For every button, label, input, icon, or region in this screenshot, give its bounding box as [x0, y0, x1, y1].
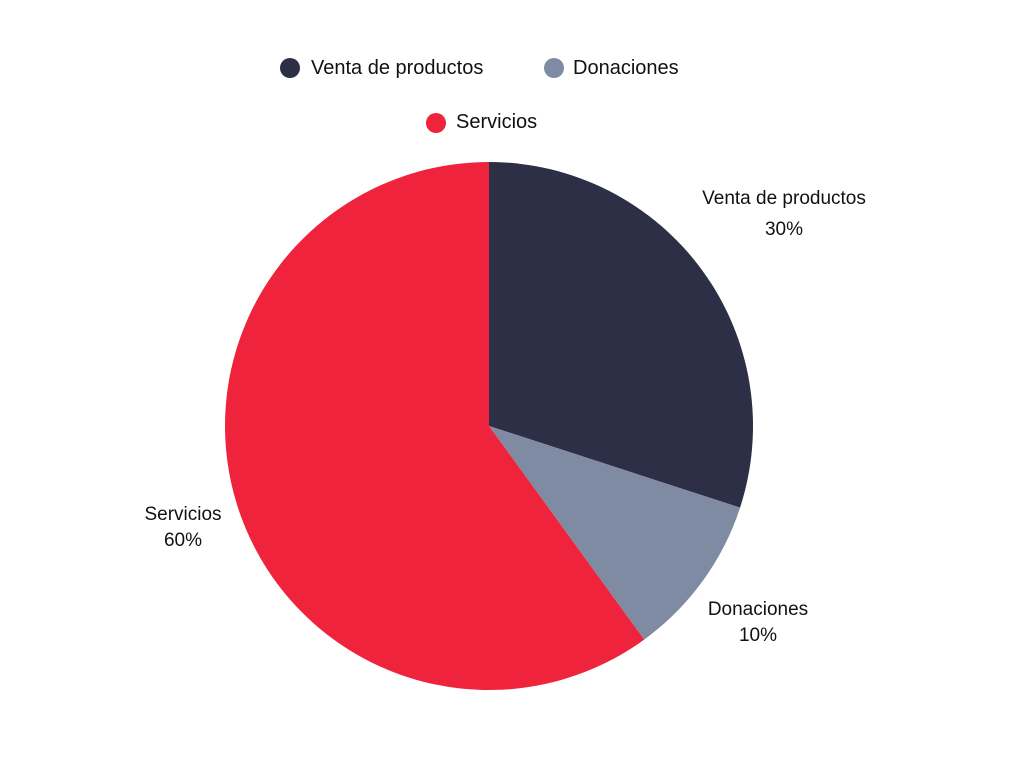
legend-label-venta-de-productos: Venta de productos: [311, 57, 483, 79]
slice-label-value-venta-de-productos: 30%: [765, 219, 803, 240]
slice-label-name-servicios: Servicios: [144, 504, 221, 525]
slice-label-name-venta-de-productos: Venta de productos: [702, 188, 866, 209]
pie-slice-servicios[interactable]: [225, 162, 645, 690]
pie-slice-venta-de-productos[interactable]: [489, 161, 754, 508]
legend-label-donaciones: Donaciones: [573, 57, 679, 79]
legend-marker-servicios: [426, 113, 446, 133]
pie-slices: [225, 161, 754, 690]
legend-item-donaciones[interactable]: Donaciones: [544, 57, 679, 79]
slice-labels: Venta de productos 30% Donaciones 10% Se…: [144, 188, 865, 646]
legend-item-servicios[interactable]: Servicios: [426, 111, 537, 133]
legend-label-servicios: Servicios: [456, 111, 537, 133]
slice-label-value-servicios: 60%: [164, 530, 202, 551]
legend-marker-donaciones: [544, 58, 564, 78]
legend: Venta de productos Donaciones Servicios: [280, 57, 679, 133]
pie-slice-donaciones[interactable]: [489, 426, 741, 640]
legend-marker-venta-de-productos: [280, 58, 300, 78]
slice-label-name-donaciones: Donaciones: [708, 599, 808, 620]
slice-label-value-donaciones: 10%: [739, 625, 777, 646]
legend-item-venta-de-productos[interactable]: Venta de productos: [280, 57, 483, 79]
